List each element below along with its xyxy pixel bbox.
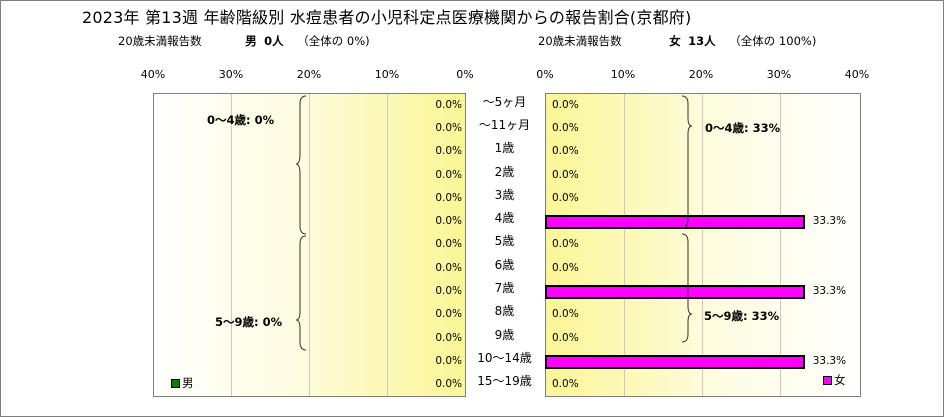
- male-group-0-4-label: 0～4歳: 0%: [207, 113, 275, 127]
- female-value-label: 0.0%: [552, 121, 579, 134]
- female-group-0-4-label: 0～4歳: 33%: [705, 121, 781, 135]
- male-value-label: 0.0%: [435, 191, 462, 204]
- male-value-label: 0.0%: [435, 261, 462, 274]
- age-label: 10～14歳: [477, 350, 532, 365]
- right-tick-label: 30%: [766, 68, 792, 81]
- male-legend-swatch: [171, 379, 180, 388]
- left-tick-label: 20%: [296, 68, 322, 81]
- age-label: 5歳: [494, 234, 515, 249]
- female-value-label: 0.0%: [552, 261, 579, 274]
- male-group-5-9-label: 5～9歳: 0%: [215, 315, 283, 329]
- male-legend: 男: [171, 375, 194, 391]
- male-sex-label: 男: [245, 34, 257, 48]
- age-label: ～5ヶ月: [482, 94, 527, 109]
- female-share: （全体の 100%): [729, 34, 817, 48]
- male-plot-area: [153, 93, 466, 397]
- right-tick-label: 40%: [844, 68, 870, 81]
- age-label: 9歳: [494, 327, 515, 342]
- right-tick-label: 10%: [610, 68, 636, 81]
- right-tick-label: 0%: [536, 68, 554, 81]
- female-value-label: 0.0%: [552, 238, 579, 251]
- male-value-label: 0.0%: [435, 168, 462, 181]
- male-share: （全体の 0%): [297, 34, 370, 48]
- chart-title: 2023年 第13週 年齢階級別 水痘患者の小児科定点医療機関からの報告割合(京…: [82, 8, 692, 27]
- male-value-label: 0.0%: [435, 285, 462, 298]
- left-tick-label: 40%: [140, 68, 166, 81]
- left-tick-label: 30%: [218, 68, 244, 81]
- male-value-label: 0.0%: [435, 98, 462, 111]
- female-gridline: [780, 94, 781, 396]
- female-gridline: [624, 94, 625, 396]
- age-label: 8歳: [494, 304, 515, 319]
- male-value-label: 0.0%: [435, 215, 462, 228]
- age-label: 1歳: [494, 141, 515, 156]
- female-value-label: 0.0%: [552, 308, 579, 321]
- female-group-5-9-label: 5～9歳: 33%: [704, 309, 780, 323]
- female-legend-swatch: [823, 376, 832, 385]
- female-value-label: 33.3%: [812, 215, 847, 228]
- female-legend-label: 女: [834, 373, 846, 387]
- female-value-label: 33.3%: [812, 285, 847, 298]
- age-label: 3歳: [494, 187, 515, 202]
- female-plot-area: [545, 93, 861, 397]
- female-bar: [545, 285, 805, 300]
- female-value-label: 0.0%: [552, 378, 579, 391]
- male-value-label: 0.0%: [435, 238, 462, 251]
- female-report-label: 20歳未満報告数: [538, 34, 622, 48]
- age-label: 2歳: [494, 164, 515, 179]
- female-value-label: 0.0%: [552, 145, 579, 158]
- female-legend: 女: [823, 372, 846, 388]
- male-gridline: [387, 94, 388, 396]
- female-brace-0-4: [681, 95, 693, 229]
- female-header: 20歳未満報告数 女 13人 （全体の 100%): [538, 33, 816, 49]
- male-value-label: 0.0%: [435, 308, 462, 321]
- female-brace-5-9: [681, 233, 693, 343]
- male-brace-5-9: [295, 235, 307, 351]
- male-group-braces: [295, 95, 307, 351]
- left-tick-label: 0%: [456, 68, 474, 81]
- female-bar: [545, 215, 805, 230]
- male-legend-label: 男: [182, 376, 194, 390]
- male-header: 20歳未満報告数 男 0人 （全体の 0%): [118, 33, 370, 49]
- male-value-label: 0.0%: [435, 145, 462, 158]
- male-value-label: 0.0%: [435, 121, 462, 134]
- female-bar: [545, 354, 805, 369]
- age-label: 7歳: [494, 281, 515, 296]
- right-tick-label: 20%: [688, 68, 714, 81]
- female-value-label: 0.0%: [552, 331, 579, 344]
- female-gridline: [702, 94, 703, 396]
- male-value-label: 0.0%: [435, 354, 462, 367]
- male-brace-0-4: [295, 95, 307, 235]
- female-count: 13人: [688, 34, 716, 48]
- female-value-label: 0.0%: [552, 191, 579, 204]
- age-label: 4歳: [494, 211, 515, 226]
- age-label: 6歳: [494, 257, 515, 272]
- female-value-label: 0.0%: [552, 98, 579, 111]
- left-tick-label: 10%: [374, 68, 400, 81]
- male-count: 0人: [264, 34, 284, 48]
- male-gridline: [309, 94, 310, 396]
- male-report-label: 20歳未満報告数: [118, 34, 202, 48]
- female-value-label: 33.3%: [812, 354, 847, 367]
- female-value-label: 0.0%: [552, 168, 579, 181]
- female-group-braces: [681, 95, 693, 343]
- age-label: 15～19歳: [477, 374, 532, 389]
- female-sex-label: 女: [669, 34, 681, 48]
- male-value-label: 0.0%: [435, 378, 462, 391]
- age-label: ～11ヶ月: [478, 117, 531, 132]
- male-gridline: [231, 94, 232, 396]
- male-value-label: 0.0%: [435, 331, 462, 344]
